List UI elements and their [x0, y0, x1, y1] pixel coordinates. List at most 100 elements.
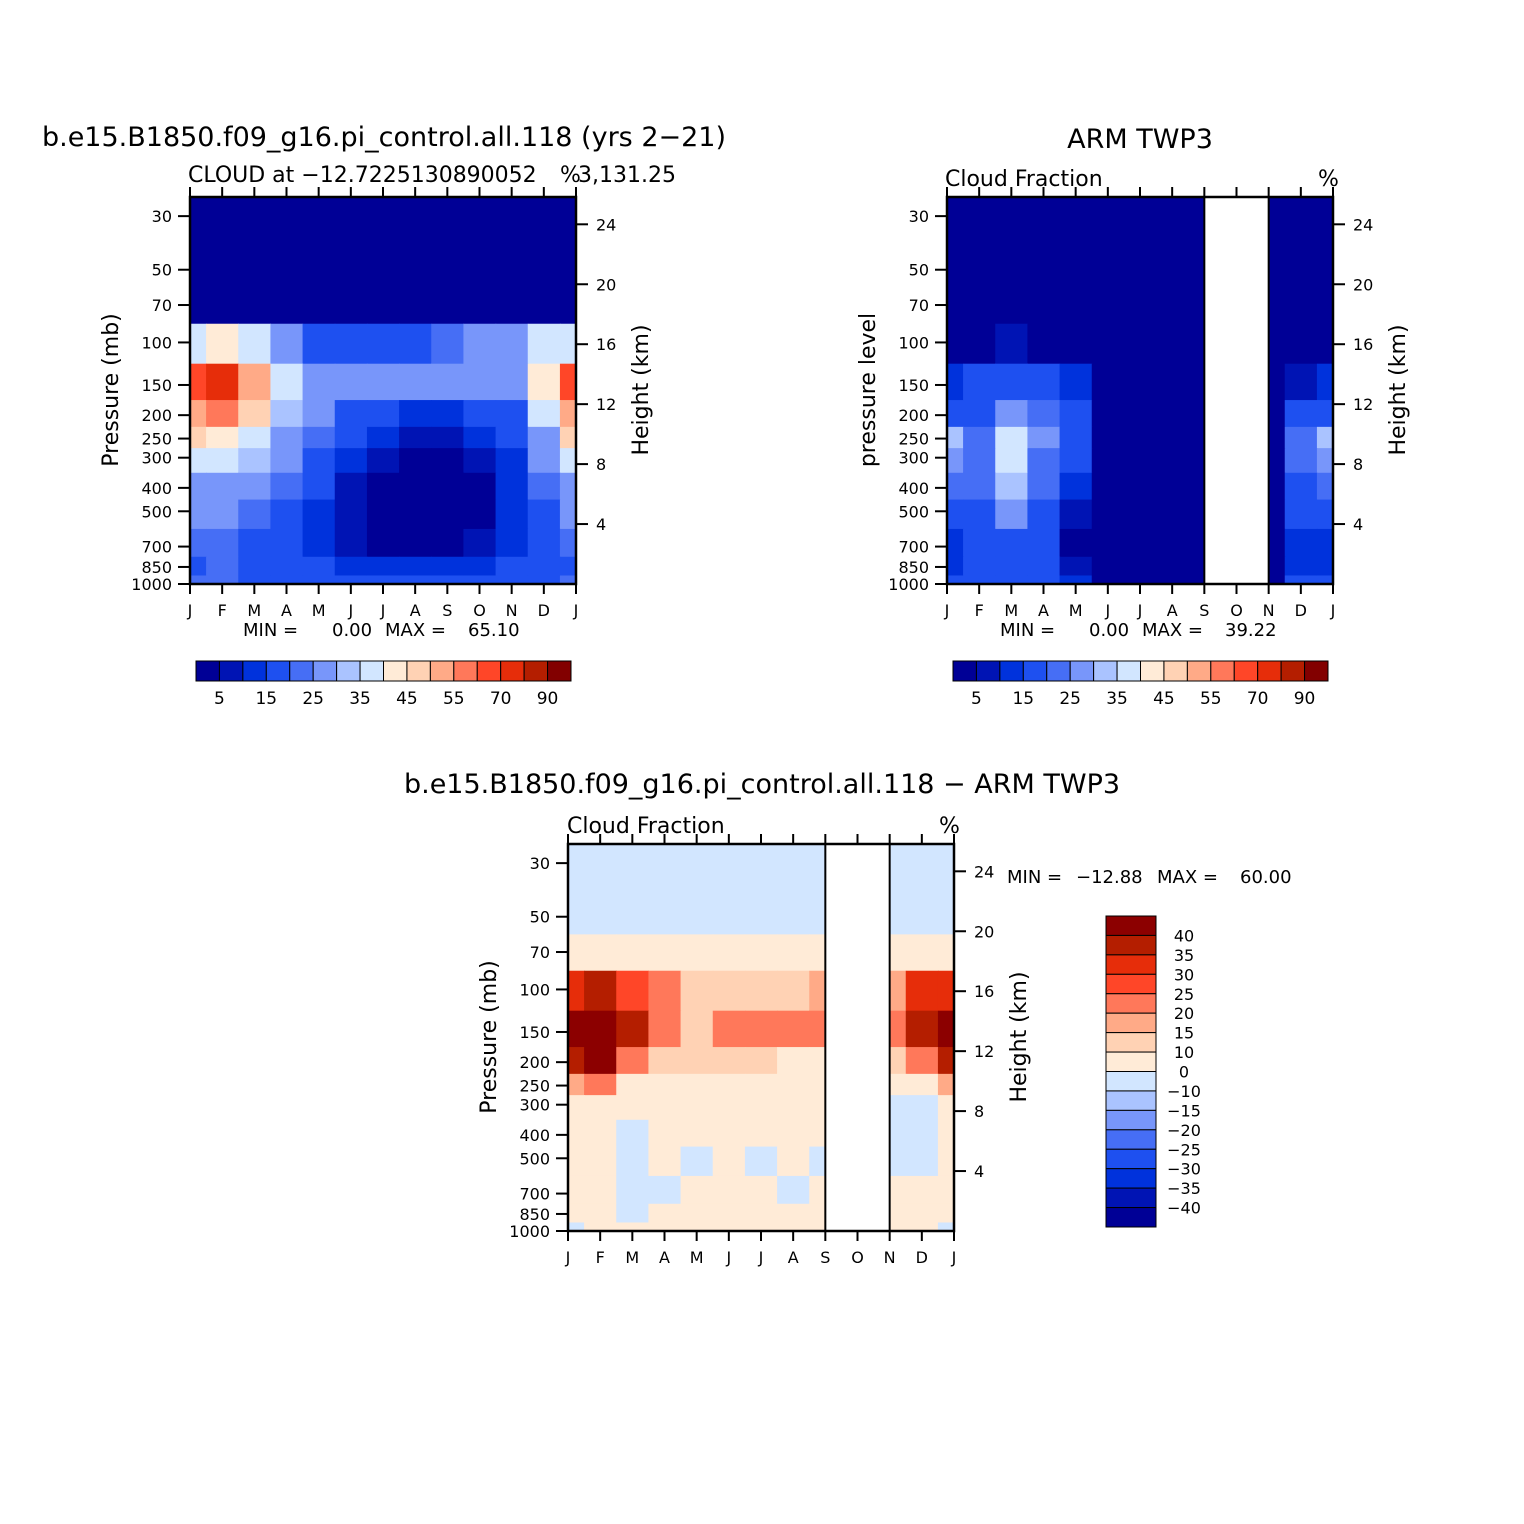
heatmap-cell — [302, 323, 336, 365]
heatmap-cell — [905, 1095, 939, 1121]
heatmap-cell — [937, 1047, 955, 1075]
colorbar-box — [1304, 660, 1329, 682]
heatmap-cell — [270, 363, 304, 401]
heatmap-cell — [1027, 287, 1061, 325]
colorbar-label: 15 — [1174, 1024, 1194, 1043]
heatmap-cell — [1091, 400, 1125, 428]
heatmap-cell — [777, 1175, 810, 1205]
colorbar-label: −40 — [1167, 1199, 1201, 1218]
heatmap-cell — [568, 1073, 585, 1096]
heatmap-cell — [527, 556, 561, 577]
heatmap-cell — [777, 970, 810, 1012]
heatmap-cell — [995, 499, 1029, 530]
heatmap-cell — [744, 1119, 778, 1148]
heatmap-cell — [302, 197, 336, 244]
heatmap-cell — [1316, 426, 1334, 449]
colorbar-label: 45 — [396, 689, 418, 709]
heatmap-cell — [648, 1095, 682, 1121]
heatmap-cell — [190, 323, 207, 365]
y2-tick-label: 8 — [974, 1102, 984, 1121]
heatmap-cell — [366, 472, 400, 501]
heatmap-cell — [431, 499, 465, 530]
heatmap-cell — [680, 1073, 714, 1096]
panel-obs-y2label: Height (km) — [1386, 324, 1411, 455]
heatmap-cell — [190, 287, 207, 325]
y-tick-label: 500 — [519, 1149, 550, 1168]
heatmap-cell — [616, 1010, 650, 1048]
heatmap-cell — [1123, 472, 1157, 501]
colorbar-label: 15 — [1012, 689, 1034, 709]
heatmap-cell — [584, 1175, 617, 1205]
heatmap-cell — [648, 889, 682, 935]
panel-obs-title: ARM TWP3 — [1067, 124, 1213, 155]
x-tick-label: A — [788, 1248, 799, 1267]
colorbar-label: −35 — [1167, 1179, 1201, 1198]
heatmap-cell — [190, 556, 207, 577]
y-tick-label: 100 — [519, 980, 550, 999]
colorbar-box — [952, 660, 977, 682]
heatmap-cell — [1059, 556, 1093, 577]
heatmap-cell — [1091, 472, 1125, 501]
heatmap-cell — [302, 528, 336, 558]
colorbar-box — [1105, 1012, 1157, 1034]
heatmap-cell — [431, 363, 465, 401]
heatmap-cell — [334, 363, 368, 401]
heatmap-cell — [1316, 400, 1334, 428]
heatmap-cell — [1156, 323, 1189, 365]
heatmap-cell — [206, 287, 239, 325]
colorbar-label: 40 — [1174, 926, 1194, 945]
heatmap-cell — [777, 934, 810, 972]
x-tick-label: J — [758, 1248, 764, 1267]
heatmap-cell — [995, 556, 1029, 577]
heatmap-cell — [334, 323, 368, 365]
x-tick-label: M — [247, 601, 261, 620]
heatmap-cell — [1091, 556, 1125, 577]
heatmap-cell — [568, 970, 585, 1012]
heatmap-cell — [744, 1146, 778, 1177]
heatmap-cell — [190, 426, 207, 449]
y-tick-label: 50 — [152, 261, 172, 280]
heatmap-cell — [527, 426, 561, 449]
heatmap-cell — [366, 400, 400, 428]
heatmap-cell — [963, 499, 996, 530]
y-tick-label: 200 — [141, 406, 172, 425]
heatmap-cell — [399, 363, 432, 401]
y-tick-label: 250 — [141, 430, 172, 449]
heatmap-cell — [399, 426, 432, 449]
heatmap-cell — [568, 1175, 585, 1205]
heatmap-cell — [777, 1047, 810, 1075]
y-tick-label: 50 — [530, 908, 550, 927]
heatmap-cell — [1156, 426, 1189, 449]
heatmap-cell — [947, 363, 964, 401]
heatmap-cell — [616, 1095, 650, 1121]
heatmap-cell — [431, 575, 465, 585]
x-tick-label: J — [951, 1248, 957, 1267]
heatmap-cell — [963, 323, 996, 365]
heatmap-cell — [1091, 499, 1125, 530]
heatmap-cell — [190, 499, 207, 530]
heatmap-cell — [616, 1222, 650, 1232]
y-tick-label: 1000 — [888, 575, 929, 594]
heatmap-cell — [584, 934, 617, 972]
heatmap-cell — [190, 363, 207, 401]
heatmap-cell — [1123, 323, 1157, 365]
heatmap-cell — [1027, 556, 1061, 577]
heatmap-cell — [334, 287, 368, 325]
heatmap-cell — [527, 363, 561, 401]
heatmap-cell — [206, 242, 239, 288]
heatmap-cell — [559, 472, 577, 501]
panel-diff-max-value: 60.00 — [1240, 867, 1292, 888]
heatmap-cell — [712, 1222, 746, 1232]
p3-cells — [568, 844, 955, 1232]
y-tick-label: 700 — [898, 538, 929, 557]
heatmap-cell — [712, 1047, 746, 1075]
x-tick-label: J — [1137, 601, 1143, 620]
x-tick-label: J — [380, 601, 386, 620]
heatmap-cell — [559, 400, 577, 428]
heatmap-cell — [1284, 287, 1318, 325]
heatmap-cell — [431, 472, 465, 501]
heatmap-cell — [334, 575, 368, 585]
colorbar-box — [1105, 1051, 1157, 1072]
heatmap-cell — [495, 528, 529, 558]
heatmap-cell — [238, 400, 272, 428]
